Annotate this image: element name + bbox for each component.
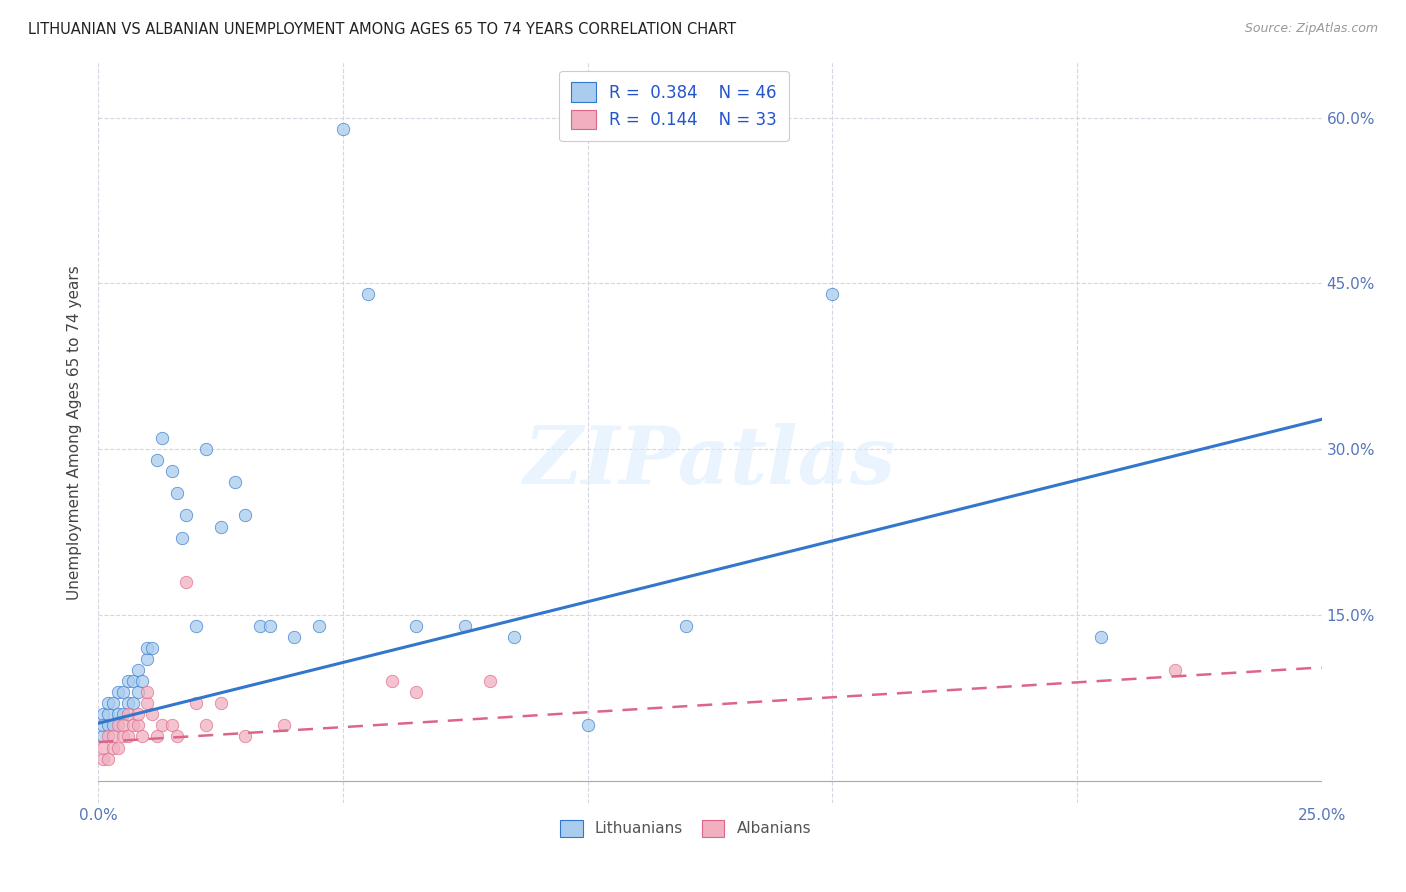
Point bbox=[127, 685, 149, 699]
Point bbox=[224, 475, 246, 490]
Point bbox=[478, 674, 501, 689]
Point bbox=[117, 697, 139, 711]
Point bbox=[1164, 663, 1187, 677]
Point bbox=[195, 442, 218, 457]
Point bbox=[146, 453, 169, 467]
Point bbox=[107, 740, 129, 755]
Point bbox=[503, 630, 526, 644]
Point bbox=[176, 508, 198, 523]
Text: LITHUANIAN VS ALBANIAN UNEMPLOYMENT AMONG AGES 65 TO 74 YEARS CORRELATION CHART: LITHUANIAN VS ALBANIAN UNEMPLOYMENT AMON… bbox=[28, 22, 737, 37]
Point bbox=[405, 685, 427, 699]
Point bbox=[675, 619, 697, 633]
Point bbox=[308, 619, 330, 633]
Point bbox=[166, 486, 188, 500]
Point bbox=[121, 697, 143, 711]
Point bbox=[117, 730, 139, 744]
Point bbox=[111, 707, 134, 722]
Point bbox=[97, 718, 120, 732]
Point bbox=[107, 707, 129, 722]
Point bbox=[91, 751, 114, 765]
Point bbox=[259, 619, 281, 633]
Point bbox=[121, 718, 143, 732]
Point bbox=[101, 740, 124, 755]
Point bbox=[150, 431, 173, 445]
Point bbox=[381, 674, 404, 689]
Point bbox=[107, 718, 129, 732]
Point bbox=[160, 464, 183, 478]
Point bbox=[127, 707, 149, 722]
Point bbox=[121, 674, 143, 689]
Point bbox=[146, 730, 169, 744]
Point bbox=[176, 574, 198, 589]
Point bbox=[97, 697, 120, 711]
Point bbox=[91, 707, 114, 722]
Text: ZIPatlas: ZIPatlas bbox=[524, 424, 896, 501]
Point bbox=[454, 619, 477, 633]
Point bbox=[576, 718, 599, 732]
Point bbox=[101, 718, 124, 732]
Point bbox=[1090, 630, 1112, 644]
Point bbox=[136, 652, 159, 666]
Point bbox=[97, 730, 120, 744]
Point bbox=[136, 685, 159, 699]
Point bbox=[233, 730, 256, 744]
Point bbox=[107, 685, 129, 699]
Point bbox=[195, 718, 218, 732]
Point bbox=[111, 718, 134, 732]
Point bbox=[91, 730, 114, 744]
Point bbox=[117, 707, 139, 722]
Point bbox=[332, 121, 354, 136]
Legend: Lithuanians, Albanians: Lithuanians, Albanians bbox=[554, 814, 817, 843]
Point bbox=[97, 751, 120, 765]
Point bbox=[273, 718, 295, 732]
Point bbox=[166, 730, 188, 744]
Point bbox=[91, 740, 114, 755]
Point bbox=[249, 619, 271, 633]
Point bbox=[150, 718, 173, 732]
Point bbox=[101, 730, 124, 744]
Point bbox=[160, 718, 183, 732]
Point bbox=[131, 674, 153, 689]
Point bbox=[209, 519, 232, 533]
Text: Source: ZipAtlas.com: Source: ZipAtlas.com bbox=[1244, 22, 1378, 36]
Point bbox=[117, 674, 139, 689]
Point bbox=[141, 641, 163, 656]
Point bbox=[170, 531, 193, 545]
Point bbox=[131, 730, 153, 744]
Point bbox=[136, 697, 159, 711]
Point bbox=[405, 619, 427, 633]
Point bbox=[127, 718, 149, 732]
Point bbox=[111, 730, 134, 744]
Point bbox=[141, 707, 163, 722]
Point bbox=[186, 619, 208, 633]
Point bbox=[136, 641, 159, 656]
Point bbox=[283, 630, 305, 644]
Point bbox=[91, 718, 114, 732]
Point bbox=[101, 697, 124, 711]
Point bbox=[111, 685, 134, 699]
Point bbox=[821, 287, 844, 301]
Y-axis label: Unemployment Among Ages 65 to 74 years: Unemployment Among Ages 65 to 74 years bbox=[67, 265, 83, 600]
Point bbox=[356, 287, 378, 301]
Point bbox=[233, 508, 256, 523]
Point bbox=[186, 697, 208, 711]
Point bbox=[209, 697, 232, 711]
Point bbox=[127, 663, 149, 677]
Point bbox=[97, 707, 120, 722]
